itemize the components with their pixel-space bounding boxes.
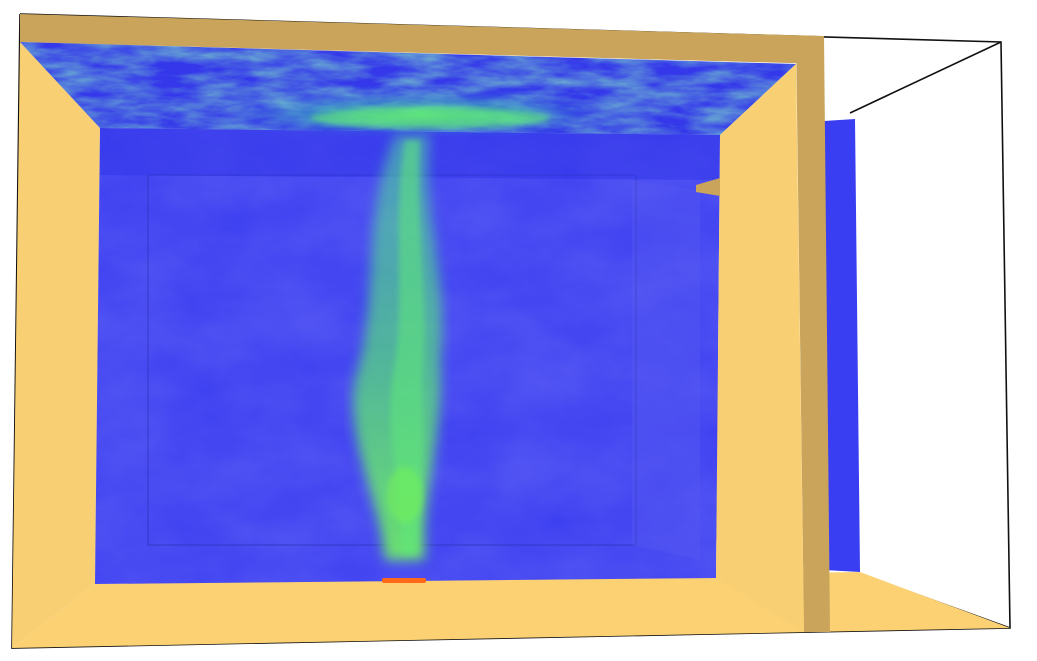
fire-source (382, 578, 426, 583)
left-wall (12, 42, 100, 648)
smoke-plume (353, 135, 443, 560)
floor (12, 572, 1010, 648)
ceiling-band (20, 14, 824, 64)
partition-wall (696, 36, 830, 632)
ceiling-heat-layer (20, 42, 796, 180)
